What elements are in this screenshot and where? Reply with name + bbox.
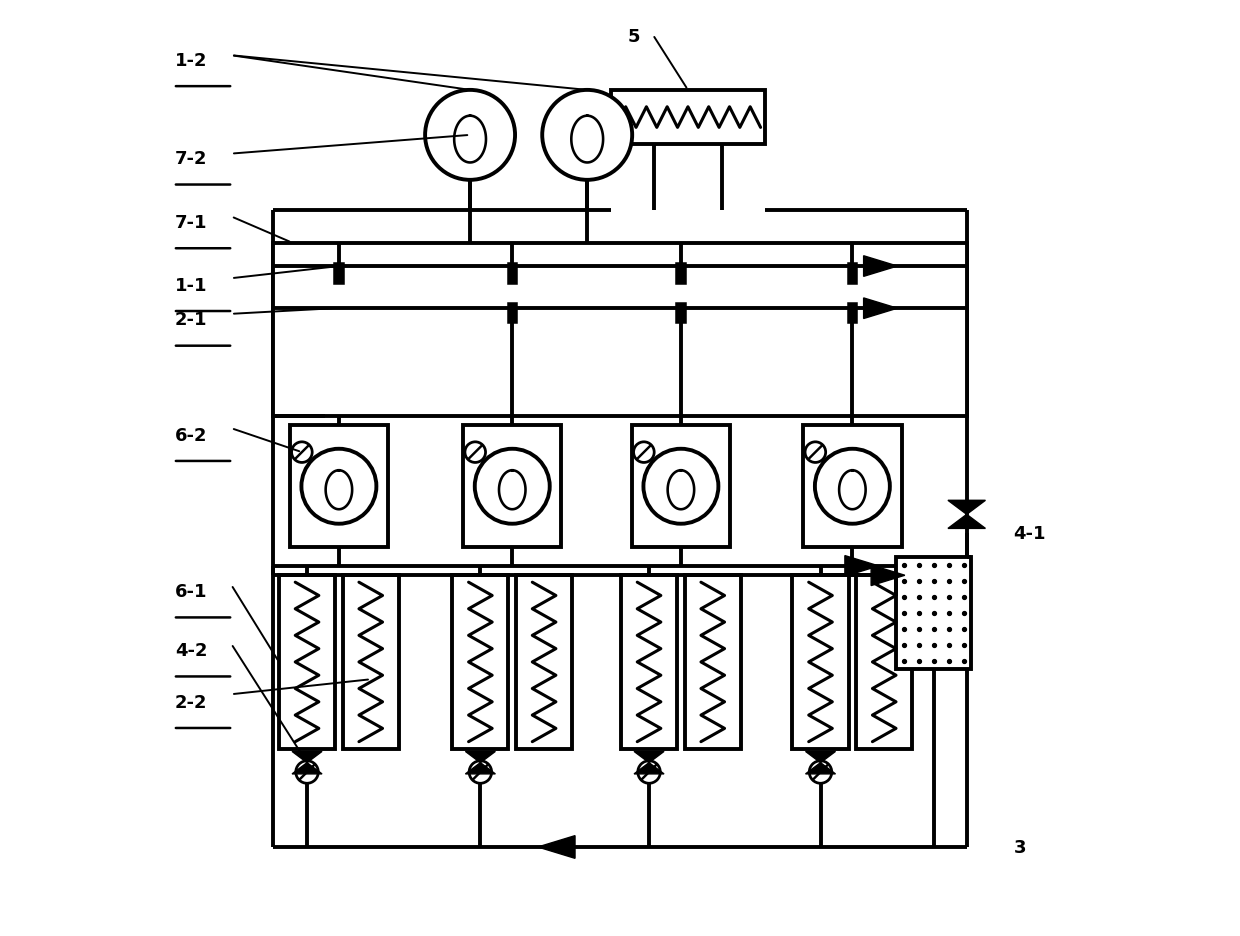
Text: 4-2: 4-2 bbox=[175, 641, 207, 660]
Polygon shape bbox=[806, 752, 836, 763]
Text: 5: 5 bbox=[627, 28, 640, 47]
Bar bbox=[804, 426, 901, 548]
Bar bbox=[290, 426, 388, 548]
Text: 3: 3 bbox=[1013, 838, 1025, 856]
Bar bbox=[856, 576, 913, 749]
Text: 1-1: 1-1 bbox=[175, 276, 207, 295]
Bar bbox=[273, 243, 967, 417]
Text: 2-1: 2-1 bbox=[175, 311, 207, 329]
Polygon shape bbox=[863, 299, 898, 319]
Text: 6-1: 6-1 bbox=[175, 582, 207, 601]
Bar bbox=[463, 426, 562, 548]
Text: 7-1: 7-1 bbox=[175, 213, 207, 232]
Text: 1-2: 1-2 bbox=[175, 51, 207, 70]
Bar bbox=[676, 264, 686, 285]
Circle shape bbox=[425, 91, 515, 181]
Polygon shape bbox=[538, 836, 575, 858]
Bar bbox=[631, 426, 730, 548]
Circle shape bbox=[644, 449, 718, 524]
Polygon shape bbox=[947, 501, 986, 515]
Bar bbox=[453, 576, 508, 749]
Bar bbox=[792, 576, 848, 749]
Polygon shape bbox=[947, 515, 986, 529]
Polygon shape bbox=[806, 763, 836, 774]
Circle shape bbox=[291, 443, 312, 463]
Bar bbox=[621, 576, 677, 749]
Bar bbox=[897, 557, 971, 669]
Polygon shape bbox=[863, 256, 898, 277]
Circle shape bbox=[465, 443, 486, 463]
Bar bbox=[507, 303, 517, 324]
Circle shape bbox=[805, 443, 826, 463]
Circle shape bbox=[542, 91, 632, 181]
Bar bbox=[342, 576, 399, 749]
Circle shape bbox=[815, 449, 890, 524]
Bar bbox=[516, 576, 572, 749]
Polygon shape bbox=[293, 763, 322, 774]
Bar bbox=[610, 91, 765, 145]
Polygon shape bbox=[844, 556, 879, 577]
Bar bbox=[279, 576, 335, 749]
Bar bbox=[676, 303, 686, 324]
Text: 4-1: 4-1 bbox=[1013, 524, 1047, 543]
Bar bbox=[335, 264, 343, 285]
Text: 2-2: 2-2 bbox=[175, 693, 207, 711]
Circle shape bbox=[301, 449, 377, 524]
Polygon shape bbox=[872, 565, 905, 586]
Bar bbox=[684, 576, 740, 749]
Polygon shape bbox=[465, 752, 495, 763]
Polygon shape bbox=[293, 752, 322, 763]
Bar bbox=[507, 264, 517, 285]
Circle shape bbox=[469, 761, 491, 783]
Text: 7-2: 7-2 bbox=[175, 150, 207, 168]
Circle shape bbox=[475, 449, 549, 524]
Polygon shape bbox=[465, 763, 495, 774]
Text: 6-2: 6-2 bbox=[175, 426, 207, 445]
Circle shape bbox=[637, 761, 660, 783]
Polygon shape bbox=[634, 752, 665, 763]
Circle shape bbox=[296, 761, 319, 783]
Circle shape bbox=[634, 443, 655, 463]
Polygon shape bbox=[634, 763, 665, 774]
Bar bbox=[848, 264, 857, 285]
Bar bbox=[848, 303, 857, 324]
Circle shape bbox=[810, 761, 832, 783]
